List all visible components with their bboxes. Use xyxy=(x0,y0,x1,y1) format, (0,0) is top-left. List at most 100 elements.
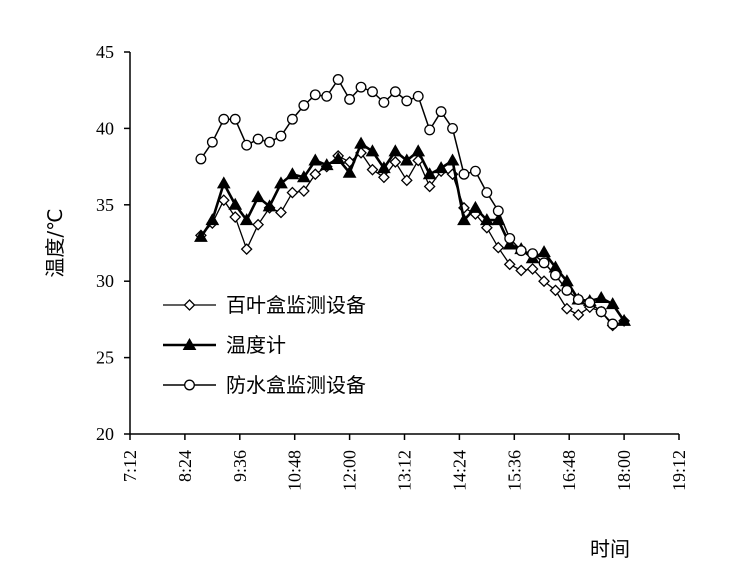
data-point xyxy=(319,158,334,171)
data-point xyxy=(457,213,471,226)
data-point xyxy=(388,144,403,157)
data-point xyxy=(468,200,483,213)
data-point xyxy=(262,199,277,212)
legend-marker xyxy=(184,379,195,391)
data-point xyxy=(252,133,264,145)
data-point xyxy=(308,153,323,166)
x-tick-label: 13:12 xyxy=(395,450,415,491)
x-tick-label: 10:48 xyxy=(285,450,305,491)
data-point xyxy=(367,86,378,98)
data-point xyxy=(378,96,390,108)
data-point xyxy=(216,176,231,189)
data-point xyxy=(377,161,391,174)
data-point xyxy=(515,245,527,257)
data-point xyxy=(595,306,607,318)
data-point xyxy=(241,139,253,151)
data-point xyxy=(411,144,426,157)
data-point xyxy=(229,113,241,125)
x-tick-label: 18:00 xyxy=(614,450,634,491)
y-tick-label: 35 xyxy=(96,195,114,215)
data-point xyxy=(366,163,379,176)
x-tick-label: 19:12 xyxy=(669,450,689,491)
data-point xyxy=(572,308,585,321)
data-point xyxy=(274,176,288,189)
series-layer xyxy=(194,74,631,332)
data-point xyxy=(607,318,619,330)
y-axis: 20 25 30 35 40 45 xyxy=(96,42,131,444)
data-point xyxy=(561,284,573,296)
data-point xyxy=(331,151,346,164)
data-point xyxy=(365,144,380,157)
data-point xyxy=(285,167,300,180)
y-tick-label: 30 xyxy=(96,271,114,291)
series-3 xyxy=(195,74,619,330)
series-2 xyxy=(194,136,631,326)
x-axis-title: 时间 xyxy=(590,537,630,561)
data-point xyxy=(342,165,357,178)
x-tick-label: 15:36 xyxy=(504,450,524,491)
data-point xyxy=(594,291,609,304)
data-point xyxy=(504,232,516,244)
data-point xyxy=(286,186,299,199)
data-point xyxy=(240,243,253,256)
data-point xyxy=(479,213,494,226)
data-point xyxy=(218,113,230,125)
data-point xyxy=(251,190,265,203)
legend-label: 防水盒监测设备 xyxy=(226,373,366,397)
legend-marker xyxy=(183,299,196,311)
data-point xyxy=(296,170,311,183)
data-point xyxy=(195,153,207,165)
data-point xyxy=(194,229,208,242)
data-point xyxy=(399,153,414,166)
data-point xyxy=(584,297,596,309)
data-point xyxy=(321,90,333,102)
data-point xyxy=(264,136,275,148)
data-point xyxy=(469,165,481,177)
data-point xyxy=(239,213,254,226)
data-point xyxy=(605,297,620,310)
y-tick-label: 25 xyxy=(96,348,114,368)
data-point xyxy=(275,130,287,142)
data-point xyxy=(286,113,298,125)
legend-label: 百叶盒监测设备 xyxy=(226,293,366,317)
data-point xyxy=(445,153,460,166)
data-point xyxy=(344,93,356,105)
data-point xyxy=(515,264,528,277)
data-point xyxy=(458,168,470,180)
x-tick-label: 7:12 xyxy=(120,450,140,482)
data-point xyxy=(435,106,447,118)
data-point xyxy=(526,263,539,275)
data-point xyxy=(492,205,504,217)
data-point xyxy=(572,294,584,305)
data-point xyxy=(481,187,493,199)
y-tick-label: 40 xyxy=(96,118,114,138)
x-tick-label: 9:36 xyxy=(230,450,250,482)
data-point xyxy=(424,124,436,136)
data-point xyxy=(400,174,413,187)
data-point xyxy=(538,257,550,269)
data-point xyxy=(560,302,573,315)
data-point xyxy=(275,206,287,219)
x-axis: 7:12 8:24 9:36 10:48 12:00 13:12 14:24 15:36 16:… xyxy=(120,433,689,491)
data-point xyxy=(503,258,516,271)
data-point xyxy=(252,218,265,231)
data-point xyxy=(297,185,310,197)
data-point xyxy=(354,136,368,149)
x-tick-label: 12:00 xyxy=(340,450,360,491)
data-point xyxy=(205,213,220,226)
data-point xyxy=(309,89,321,101)
data-point xyxy=(434,161,448,174)
legend-label: 温度计 xyxy=(226,333,286,357)
x-tick-label: 8:24 xyxy=(175,450,195,482)
y-tick-label: 20 xyxy=(96,424,114,444)
data-point xyxy=(217,194,230,207)
data-point xyxy=(206,136,218,148)
data-point xyxy=(550,269,561,281)
data-point xyxy=(389,156,402,168)
x-tick-label: 16:48 xyxy=(559,450,579,491)
data-point xyxy=(389,86,401,98)
data-point xyxy=(298,100,310,111)
data-point xyxy=(412,90,424,102)
